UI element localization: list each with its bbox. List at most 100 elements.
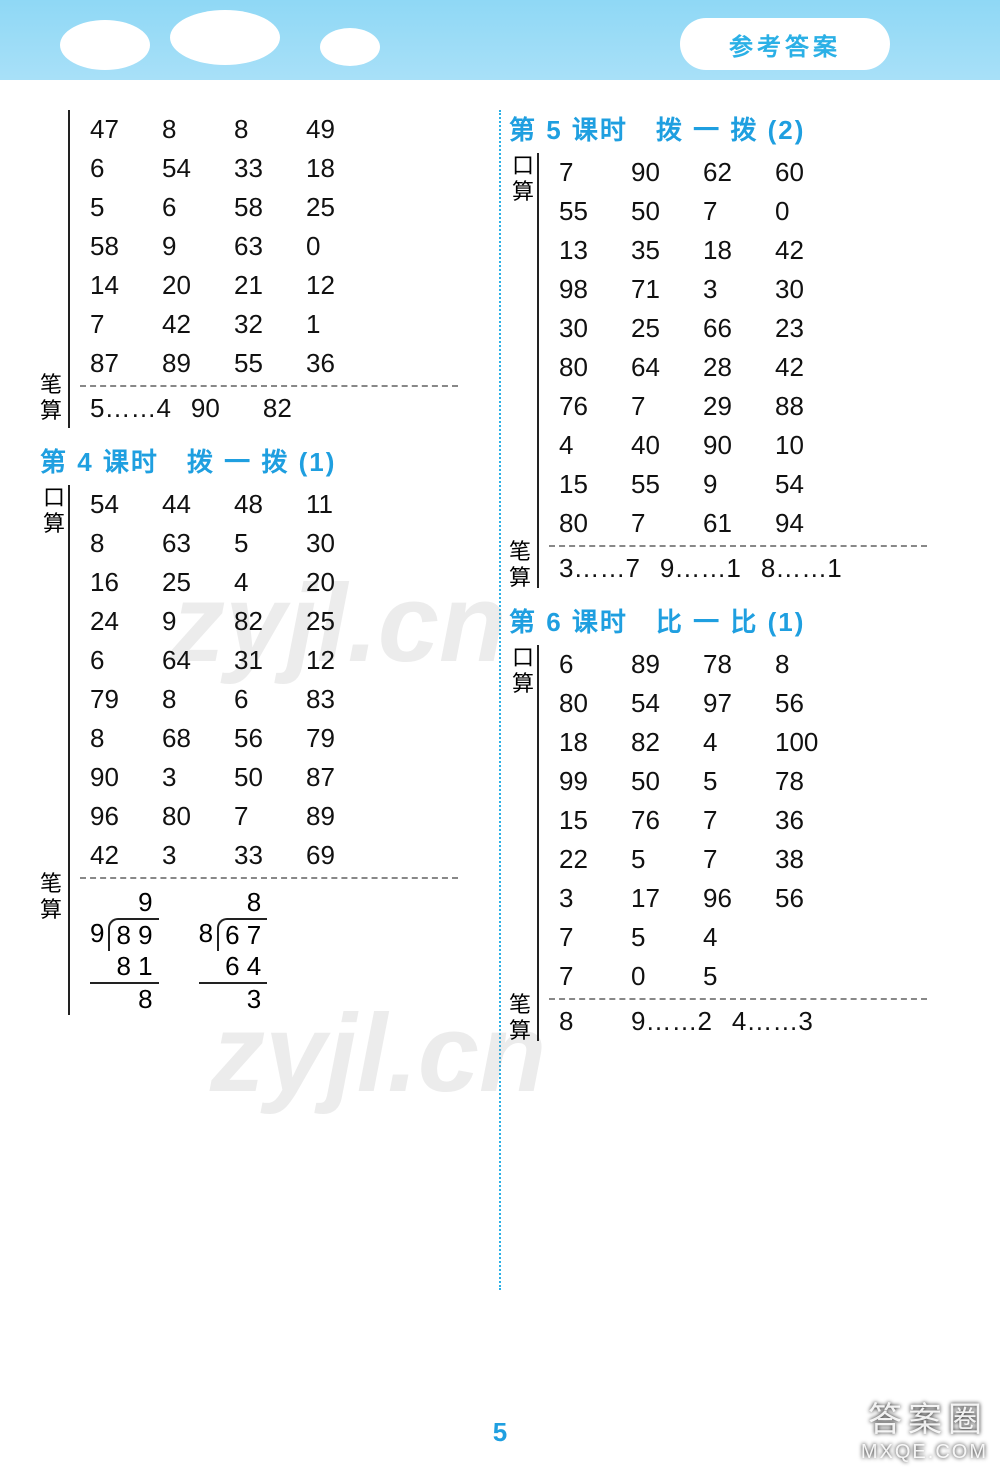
cell: 36 <box>296 344 368 383</box>
label-bisuan-6: 笔算 <box>509 992 531 1044</box>
cell: 42 <box>765 348 837 387</box>
table-r6b: 89……24……3 <box>549 1002 895 1041</box>
corner-watermark: 答案圈 MXQE.COM <box>861 1392 988 1464</box>
cell: 96 <box>693 879 765 918</box>
right-column: 第 5 课时 拨 一 拨 (2) 口算 79062605550701335184… <box>509 110 960 1290</box>
table-l0b: 5……49082 <box>80 389 397 428</box>
cell <box>765 957 837 996</box>
block-s4: 口算 5444481186353016254202498225664311279… <box>40 485 491 1015</box>
cell: 6 <box>224 680 296 719</box>
cell: 5 <box>693 957 765 996</box>
table-row: 9035087 <box>80 758 368 797</box>
cloud-icon <box>320 28 380 66</box>
label-placeholder <box>40 110 68 136</box>
cell: 54 <box>765 465 837 504</box>
cell: 6 <box>80 641 152 680</box>
cell: 55 <box>549 192 621 231</box>
cell: 6 <box>549 645 621 684</box>
cell: 90 <box>693 426 765 465</box>
cell: 42 <box>152 305 224 344</box>
cell: 5……4 <box>80 389 181 428</box>
dash <box>80 385 458 387</box>
ld-sub: 8 1 <box>90 951 159 984</box>
label-kousuan-4: 口算 <box>40 485 68 537</box>
table-row: 7906260 <box>549 153 837 192</box>
table-row: 4409010 <box>549 426 837 465</box>
cell: 82 <box>224 602 296 641</box>
cell: 0 <box>296 227 368 266</box>
cell: 56 <box>765 879 837 918</box>
cell: 87 <box>80 344 152 383</box>
cell: 100 <box>765 723 837 762</box>
cell <box>823 1002 895 1041</box>
cell: 68 <box>152 719 224 758</box>
cell: 90 <box>80 758 152 797</box>
ld-quotient: 8 <box>199 887 268 918</box>
label-bisuan-0: 笔算 <box>40 372 62 424</box>
cell: 63 <box>224 227 296 266</box>
cell: 22 <box>549 840 621 879</box>
cell: 7 <box>549 153 621 192</box>
page-number: 5 <box>0 1417 1000 1448</box>
cell: 89 <box>152 344 224 383</box>
table-row: 89……24……3 <box>549 1002 895 1041</box>
cell: 0 <box>621 957 693 996</box>
cell: 64 <box>621 348 693 387</box>
cell: 7 <box>224 797 296 836</box>
cell: 5 <box>80 188 152 227</box>
cell: 99 <box>549 762 621 801</box>
cell: 7 <box>549 918 621 957</box>
cell: 11 <box>296 485 368 524</box>
ld-dividend: 6 7 <box>217 918 267 951</box>
cell: 58 <box>80 227 152 266</box>
cell: 29 <box>693 387 765 426</box>
grid-block0: 4788496543318565825589630142021127423218… <box>68 110 458 428</box>
cell: 8 <box>765 645 837 684</box>
cell: 49 <box>296 110 368 149</box>
label-kousuan-6: 口算 <box>509 645 537 697</box>
table-row: 80642842 <box>549 348 837 387</box>
cell: 31 <box>224 641 296 680</box>
cell: 55 <box>224 344 296 383</box>
section6-title: 第 6 课时 比 一 比 (1) <box>509 602 960 639</box>
cell: 12 <box>296 266 368 305</box>
cell: 9 <box>152 602 224 641</box>
table-row: 565825 <box>80 188 368 227</box>
cell: 25 <box>296 188 368 227</box>
cell: 35 <box>621 231 693 270</box>
cell: 50 <box>224 758 296 797</box>
table-row: 1555954 <box>549 465 837 504</box>
cell: 98 <box>549 270 621 309</box>
cell: 60 <box>765 153 837 192</box>
table-r5: 7906260555070133518429871330302566238064… <box>549 153 837 543</box>
cell: 15 <box>549 465 621 504</box>
cell: 3 <box>152 758 224 797</box>
section5-title: 第 5 课时 拨 一 拨 (2) <box>509 110 960 147</box>
cell: 7 <box>693 840 765 879</box>
table-row: 6643112 <box>80 641 368 680</box>
content: 4788496543318565825589630142021127423218… <box>0 80 1000 1290</box>
header-pill: 参考答案 <box>680 18 890 70</box>
cell: 80 <box>549 504 621 543</box>
table-row: 2498225 <box>80 602 368 641</box>
cell: 50 <box>621 762 693 801</box>
table-row: 30256623 <box>549 309 837 348</box>
cell: 50 <box>621 192 693 231</box>
cell: 8 <box>80 719 152 758</box>
cell: 90 <box>621 153 693 192</box>
table-row: 80549756 <box>549 684 837 723</box>
table-row: 5……49082 <box>80 389 397 428</box>
cell: 3 <box>152 836 224 875</box>
cell: 9……2 <box>621 1002 722 1041</box>
cell <box>325 389 397 428</box>
cell: 56 <box>224 719 296 758</box>
column-divider <box>499 110 501 1290</box>
cell: 69 <box>296 836 368 875</box>
cell: 8 <box>224 110 296 149</box>
cell: 94 <box>765 504 837 543</box>
cell: 71 <box>621 270 693 309</box>
table-row: 9950578 <box>549 762 837 801</box>
table-row: 225738 <box>549 840 837 879</box>
cell <box>852 549 924 588</box>
cell: 80 <box>549 684 621 723</box>
